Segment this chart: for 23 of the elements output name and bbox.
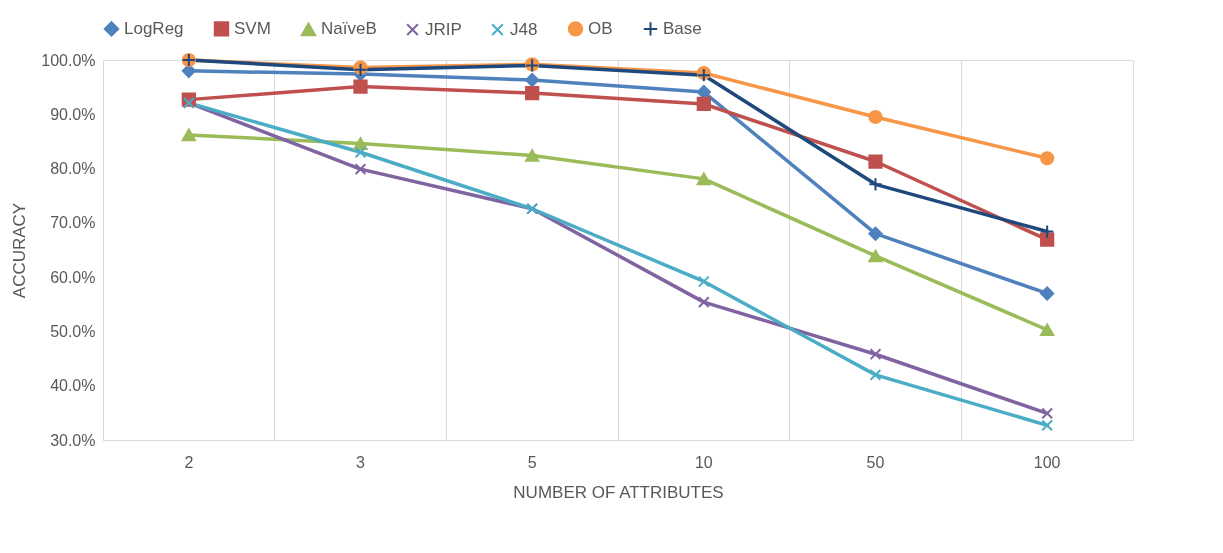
legend-label: J48 — [510, 19, 538, 39]
y-tick-label: 80.0% — [50, 160, 96, 178]
x-tick-label: 2 — [184, 453, 194, 471]
legend-label: JRIP — [425, 19, 462, 39]
y-tick-label: 60.0% — [50, 268, 96, 286]
x-tick-label: 5 — [527, 453, 537, 471]
y-tick-label: 30.0% — [50, 431, 96, 449]
x-tick-label: 3 — [356, 453, 366, 471]
y-tick-label: 90.0% — [50, 105, 96, 123]
x-tick-label: 50 — [866, 453, 885, 471]
y-tick-label: 70.0% — [50, 214, 96, 232]
y-tick-label: 40.0% — [50, 377, 96, 395]
y-tick-label: 100.0% — [41, 51, 96, 69]
legend-label: SVM — [234, 18, 271, 38]
legend-label: NaïveB — [321, 19, 377, 39]
legend-label: Base — [663, 18, 702, 38]
legend-label: OB — [588, 18, 613, 38]
x-tick-label: 100 — [1033, 453, 1061, 471]
x-axis-title: NUMBER OF ATTRIBUTES — [513, 482, 724, 502]
x-tick-label: 10 — [694, 453, 713, 471]
y-axis-title: ACCURACY — [10, 202, 30, 299]
y-tick-label: 50.0% — [50, 322, 96, 340]
legend-label: LogReg — [124, 18, 184, 38]
